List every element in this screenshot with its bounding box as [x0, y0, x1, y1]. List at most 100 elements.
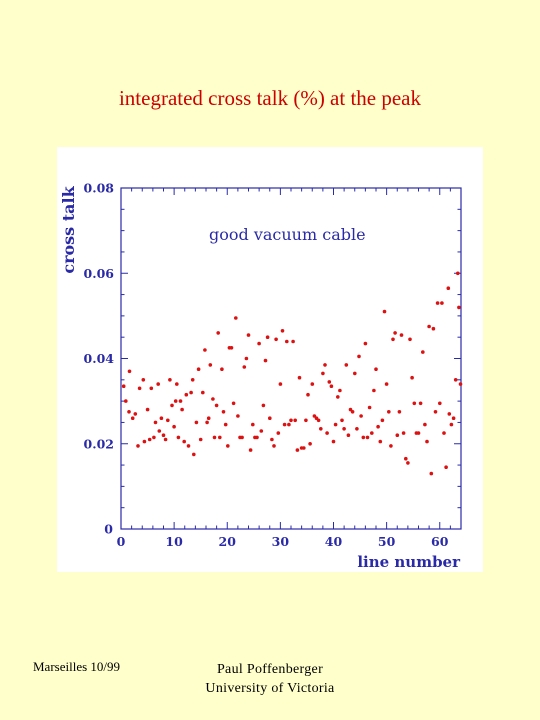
data-point: [393, 331, 397, 335]
x-axis-label: line number: [357, 553, 461, 571]
data-point: [147, 437, 152, 442]
data-point: [251, 422, 255, 427]
data-point: [216, 331, 220, 335]
slide-title: integrated cross talk (%) at the peak: [118, 86, 422, 110]
x-tick-label: 30: [272, 534, 290, 549]
data-point: [412, 401, 417, 406]
data-point: [152, 435, 156, 440]
axis-ticks: 0 10 20 30 40 50 60 0 0.02 0.04 0.06 0.08: [84, 181, 461, 549]
data-point: [172, 424, 176, 429]
data-point: [361, 435, 366, 440]
data-point: [220, 367, 224, 371]
data-point: [438, 401, 442, 406]
data-point: [302, 446, 306, 450]
y-axis-label: cross talk: [59, 185, 78, 273]
data-point: [270, 437, 274, 442]
data-point: [406, 461, 410, 465]
data-point: [365, 435, 370, 440]
data-point: [231, 401, 236, 406]
data-point: [458, 382, 463, 386]
data-point: [272, 444, 276, 448]
footer-venue-date: Marseilles 10/99: [33, 659, 121, 674]
data-point: [325, 431, 329, 435]
scatter-plot-panel: 0 10 20 30 40 50 60 0 0.02 0.04 0.06 0.08 good vacu…: [57, 147, 483, 572]
y-tick-label: 0.08: [84, 181, 115, 196]
data-point: [399, 333, 404, 337]
data-point: [453, 378, 458, 382]
data-points: [121, 271, 463, 476]
data-point: [178, 399, 183, 403]
data-point: [255, 435, 259, 440]
x-tick-label: 0: [117, 534, 126, 549]
data-point: [431, 326, 436, 331]
data-point: [163, 437, 168, 442]
data-point: [205, 420, 209, 425]
data-point: [401, 431, 406, 435]
data-point: [127, 369, 132, 374]
x-tick-label: 20: [219, 534, 237, 549]
data-point: [156, 382, 160, 386]
data-point: [340, 418, 344, 423]
data-point: [226, 444, 230, 448]
data-point: [242, 365, 247, 369]
data-point: [435, 301, 440, 305]
data-point: [280, 329, 285, 333]
data-point: [295, 448, 300, 452]
data-point: [166, 418, 170, 423]
data-point: [387, 410, 391, 414]
data-point: [263, 358, 268, 363]
data-point: [170, 403, 174, 408]
data-point: [404, 456, 408, 461]
data-point: [331, 439, 336, 444]
data-point: [201, 390, 205, 395]
y-tick-label: 0.04: [84, 351, 115, 366]
data-point: [289, 418, 293, 423]
data-point: [429, 471, 434, 476]
footer-author-name: Paul Poffenberger: [216, 662, 324, 677]
data-point: [389, 444, 393, 448]
data-point: [127, 410, 131, 414]
data-point: [323, 363, 327, 367]
data-point: [153, 420, 158, 425]
data-point: [423, 422, 427, 427]
data-point: [268, 416, 272, 421]
data-point: [397, 410, 402, 414]
data-point: [329, 384, 334, 388]
data-point: [408, 337, 412, 342]
data-point: [287, 422, 291, 427]
data-point: [395, 433, 400, 438]
data-point: [176, 435, 181, 440]
data-point: [133, 412, 138, 416]
x-tick-label: 40: [325, 534, 343, 549]
data-point: [137, 386, 142, 391]
data-point: [447, 412, 452, 416]
data-point: [198, 437, 203, 442]
data-point: [203, 348, 207, 352]
data-point: [457, 305, 461, 310]
data-point: [211, 397, 215, 401]
y-tick-label: 0.02: [84, 436, 114, 451]
data-point: [149, 386, 154, 391]
data-point: [416, 431, 421, 435]
data-point: [384, 382, 389, 386]
data-point: [285, 339, 289, 344]
data-point: [293, 418, 297, 423]
data-point: [344, 363, 349, 367]
data-point: [240, 435, 244, 440]
data-point: [121, 384, 126, 388]
data-point: [319, 427, 323, 431]
data-point: [310, 382, 315, 386]
data-point: [265, 335, 270, 339]
y-tick-label: 0.06: [84, 266, 115, 281]
data-point: [223, 422, 228, 427]
data-point: [321, 371, 325, 376]
data-point: [359, 414, 363, 418]
data-point: [157, 429, 162, 433]
data-point: [297, 375, 302, 380]
x-tick-label: 10: [165, 534, 183, 549]
data-point: [142, 439, 147, 444]
data-point: [218, 435, 222, 440]
data-point: [410, 375, 414, 380]
data-point: [336, 395, 340, 399]
data-point: [446, 286, 451, 290]
